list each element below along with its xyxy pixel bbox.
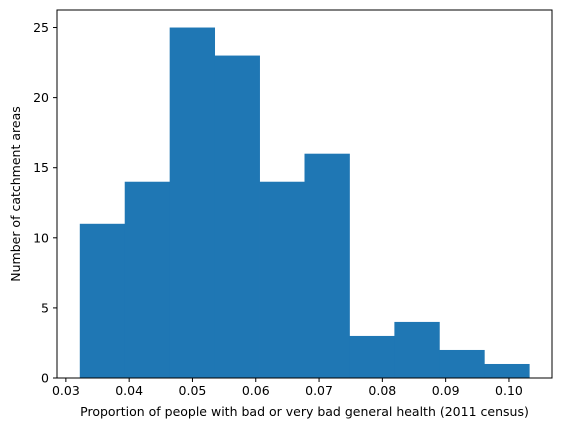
histogram-bar	[304, 153, 350, 378]
plot-frame	[56, 9, 553, 379]
histogram-bar	[214, 55, 260, 379]
x-tick-label: 0.05	[179, 383, 207, 398]
x-tick-label: 0.04	[115, 383, 143, 398]
y-tick-label: 20	[33, 90, 49, 105]
x-tick-label: 0.10	[495, 383, 523, 398]
x-tick-label: 0.08	[368, 383, 396, 398]
histogram-bar	[439, 349, 485, 378]
histogram-bar	[394, 321, 440, 378]
y-axis-ticks: 0 5 10 15 20 25	[33, 20, 57, 386]
histogram-bar	[169, 27, 216, 379]
histogram-bar	[484, 363, 530, 378]
histogram-bars	[79, 27, 530, 379]
y-axis-label: Number of catchment areas	[8, 106, 23, 282]
histogram-bar	[79, 223, 126, 378]
x-axis-ticks: 0.03 0.04 0.05 0.06 0.07 0.08 0.09 0.10	[52, 378, 523, 398]
x-tick-label: 0.03	[52, 383, 80, 398]
histogram-bar	[259, 181, 305, 378]
y-tick-label: 15	[33, 160, 49, 175]
y-tick-label: 0	[41, 371, 49, 386]
x-axis-label: Proportion of people with bad or very ba…	[80, 404, 529, 419]
x-tick-label: 0.07	[305, 383, 333, 398]
y-tick-label: 25	[33, 20, 49, 35]
x-tick-label: 0.06	[242, 383, 270, 398]
y-tick-label: 5	[41, 300, 49, 315]
x-tick-label: 0.09	[432, 383, 460, 398]
y-tick-label: 10	[33, 230, 49, 245]
histogram-bar	[349, 335, 395, 378]
histogram-bar	[124, 181, 171, 378]
